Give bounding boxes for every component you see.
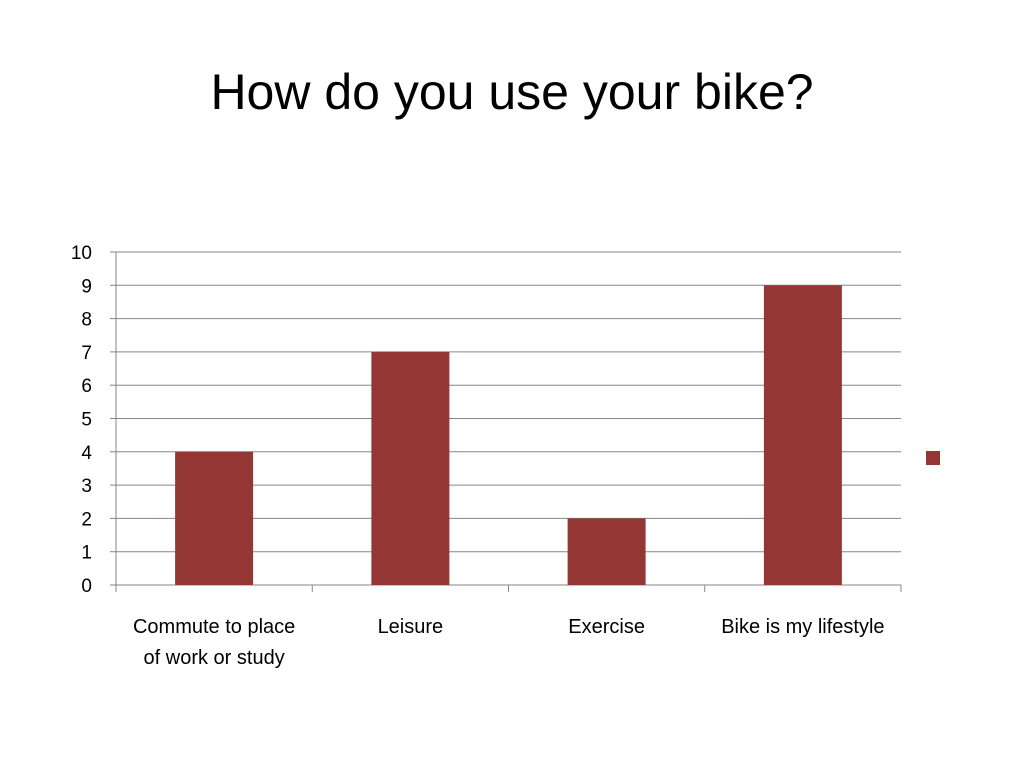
bars [175,285,842,585]
y-tick-label: 8 [81,310,92,331]
y-tick-label: 7 [81,343,92,364]
y-tick-label: 3 [81,476,92,497]
bar [567,518,646,585]
slide-title: How do you use your bike? [210,64,814,120]
x-category-label-line: of work or study [144,647,285,669]
legend [926,451,940,465]
y-tick-label: 0 [81,576,92,597]
y-tick-label: 2 [81,509,92,530]
y-tick-label: 5 [81,410,92,431]
bar [371,351,450,585]
x-category-labels: Commute to place of work or study Leisure E… [133,616,885,669]
x-category-label-line: Bike is my lifestyle [721,616,884,638]
y-tick-label: 10 [71,243,92,264]
x-category-label-line: Leisure [378,616,444,638]
x-category-label-line: Exercise [568,616,645,638]
bar [175,451,254,585]
x-category-label: Commute to place of work or study [133,616,295,669]
legend-marker [926,451,940,465]
x-category-label: Leisure [378,616,444,638]
y-tick-label: 4 [81,443,92,464]
y-tick-label: 6 [81,376,92,397]
bar [763,285,842,585]
x-category-label: Bike is my lifestyle [721,616,884,638]
y-tick-labels: 0 1 2 3 4 5 6 7 8 9 10 [71,243,93,597]
y-tick-label: 1 [81,543,92,564]
y-tick-label: 9 [81,276,92,297]
x-category-label-line: Commute to place [133,616,295,638]
x-category-label: Exercise [568,616,645,638]
